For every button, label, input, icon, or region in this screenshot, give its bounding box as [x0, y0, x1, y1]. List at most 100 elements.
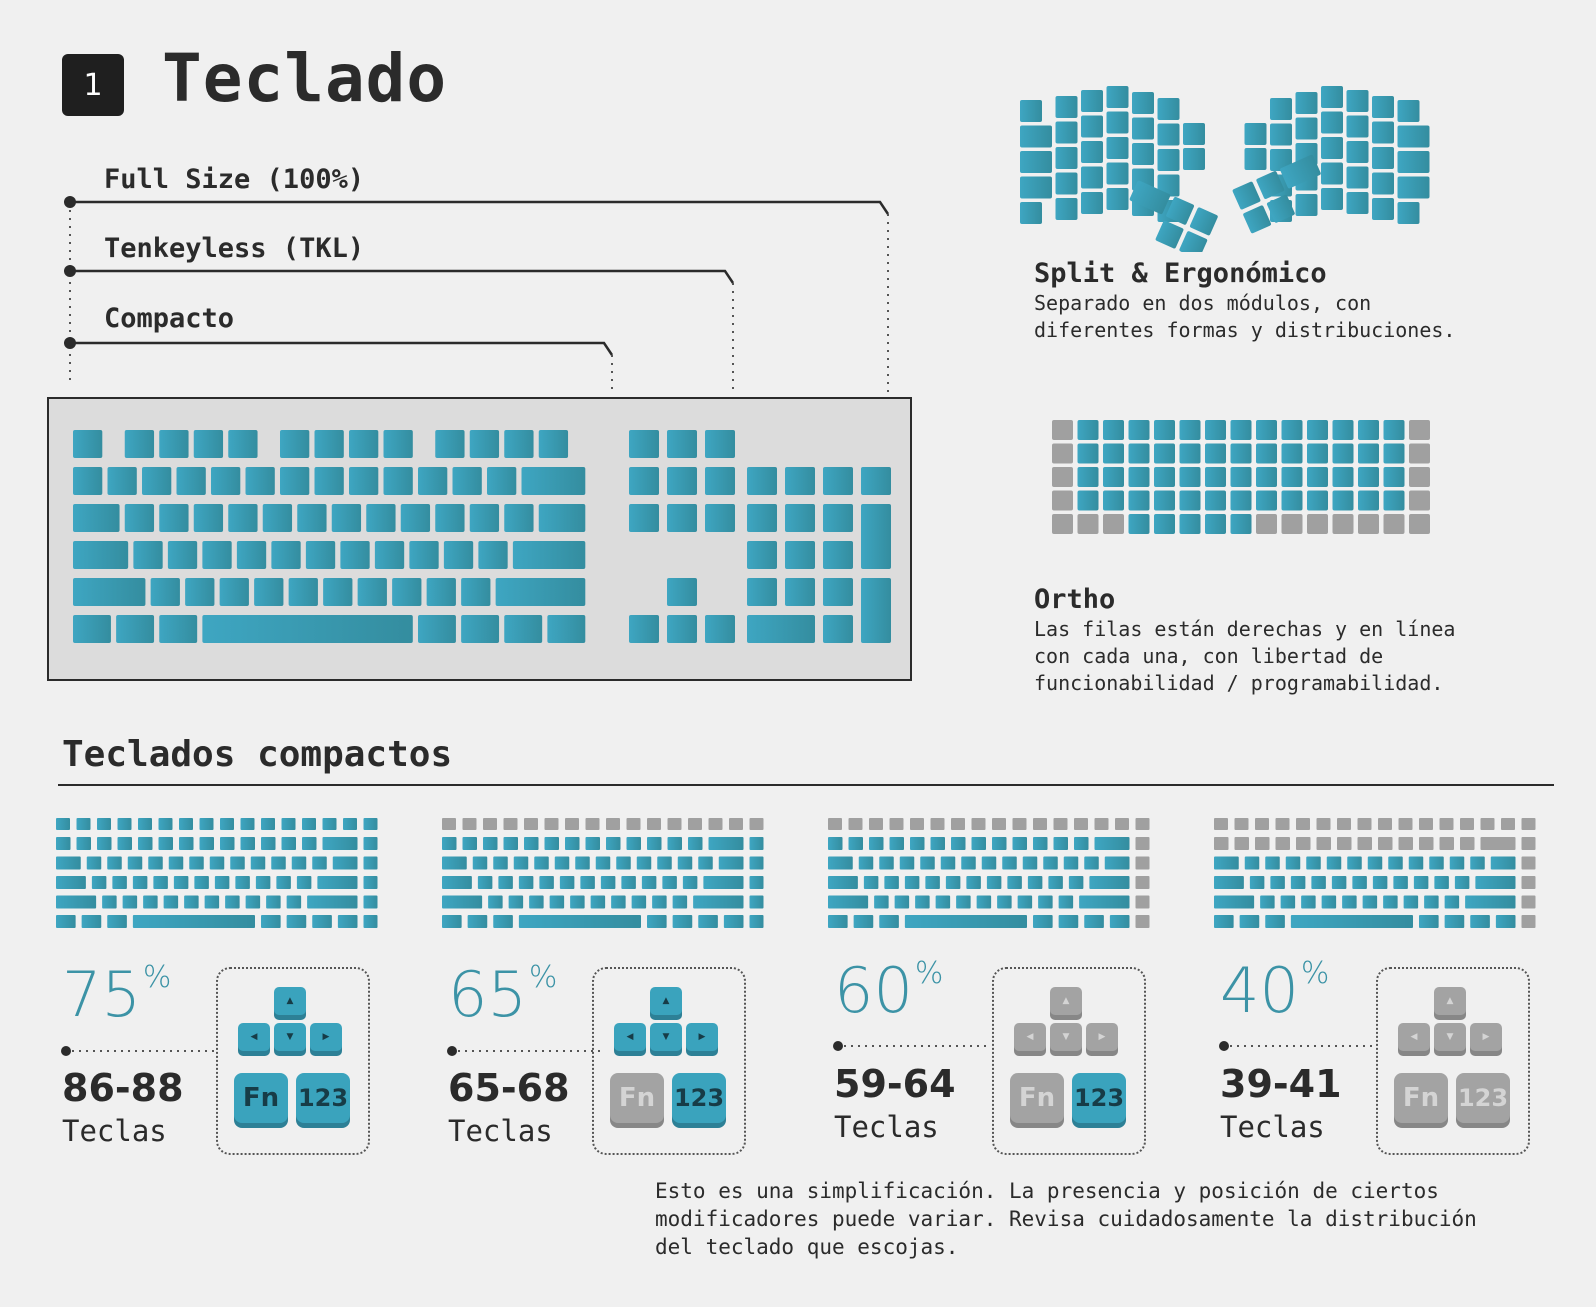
key	[828, 856, 853, 870]
note-line: modificadores puede variar. Revisa cuida…	[655, 1207, 1477, 1231]
key	[504, 504, 534, 532]
key	[538, 504, 586, 532]
key	[524, 818, 538, 830]
key	[925, 876, 940, 889]
key	[828, 837, 843, 850]
key	[1017, 895, 1033, 909]
key	[409, 541, 439, 569]
key	[1346, 115, 1369, 138]
key	[73, 615, 111, 643]
key	[314, 430, 344, 458]
key	[652, 895, 667, 909]
key	[1179, 231, 1208, 252]
key	[477, 876, 493, 889]
key	[667, 430, 697, 458]
key	[504, 430, 534, 458]
key	[1270, 876, 1285, 889]
key	[981, 856, 997, 870]
key	[322, 837, 358, 850]
compact-section-title: Teclados compactos	[62, 734, 453, 775]
key	[667, 837, 682, 850]
arrow-right-icon: ▶	[1086, 1023, 1118, 1051]
arrow-right-icon: ▶	[310, 1023, 342, 1051]
connector-line	[447, 1046, 604, 1056]
key	[544, 837, 559, 850]
key	[785, 578, 815, 606]
key	[179, 837, 194, 850]
key	[1378, 837, 1393, 850]
key	[647, 915, 667, 928]
arrow-right-icon: ▶	[686, 1023, 718, 1051]
key	[1306, 856, 1321, 870]
key	[667, 615, 697, 643]
key	[1383, 514, 1405, 534]
key	[749, 915, 764, 928]
key	[297, 504, 327, 532]
percent-40: 40%	[1220, 954, 1329, 1027]
key	[1362, 895, 1378, 909]
key	[189, 856, 204, 870]
key	[462, 837, 477, 850]
key	[848, 818, 863, 830]
key	[1444, 915, 1465, 928]
key	[1103, 420, 1124, 440]
key	[1281, 514, 1303, 534]
key	[1103, 514, 1124, 534]
size-label-full: Full Size (100%)	[104, 164, 365, 195]
key	[483, 818, 497, 830]
key	[629, 615, 659, 643]
key	[1275, 837, 1290, 850]
key	[1154, 420, 1175, 440]
split-title: Split & Ergonómico	[1034, 258, 1327, 289]
compact-keyboard-40	[1214, 818, 1536, 928]
arrow-left-icon: ◀	[1014, 1023, 1046, 1051]
key	[629, 430, 659, 458]
key	[580, 876, 595, 889]
key	[194, 876, 209, 889]
key	[209, 856, 225, 870]
key	[1166, 196, 1194, 225]
key	[889, 818, 904, 830]
key	[240, 837, 255, 850]
split-description: Separado en dos módulos, con diferentes …	[1034, 290, 1455, 344]
key	[363, 837, 378, 850]
key	[383, 430, 413, 458]
key	[302, 818, 316, 830]
key	[1079, 895, 1130, 909]
key	[461, 578, 491, 606]
key	[570, 895, 585, 909]
ortho-desc-line: Las filas están derechas y en línea	[1034, 617, 1456, 641]
key	[150, 578, 180, 606]
key	[1239, 915, 1260, 928]
key	[1358, 443, 1379, 464]
key	[705, 467, 735, 495]
key	[1081, 166, 1103, 189]
key	[1106, 111, 1129, 134]
key	[606, 837, 621, 850]
key	[1383, 490, 1405, 511]
key	[133, 541, 163, 569]
key	[524, 837, 539, 850]
key	[1157, 123, 1180, 146]
key	[102, 895, 117, 909]
section-divider	[58, 784, 1554, 786]
key	[1409, 443, 1430, 464]
key	[1332, 420, 1354, 440]
key	[204, 895, 220, 909]
key	[889, 837, 904, 850]
key	[718, 856, 744, 870]
key	[1295, 117, 1318, 140]
modifier-keys-box: ▲ ◀ ▼ ▶ Fn 123	[992, 967, 1146, 1155]
key	[179, 818, 193, 830]
key	[874, 895, 889, 909]
key	[1358, 490, 1379, 511]
key	[1063, 856, 1079, 870]
key	[127, 856, 143, 870]
key	[662, 876, 677, 889]
key	[1135, 837, 1150, 850]
key	[629, 504, 659, 532]
key	[73, 467, 103, 495]
key	[1205, 490, 1226, 511]
key	[1129, 180, 1171, 215]
key	[729, 818, 743, 830]
